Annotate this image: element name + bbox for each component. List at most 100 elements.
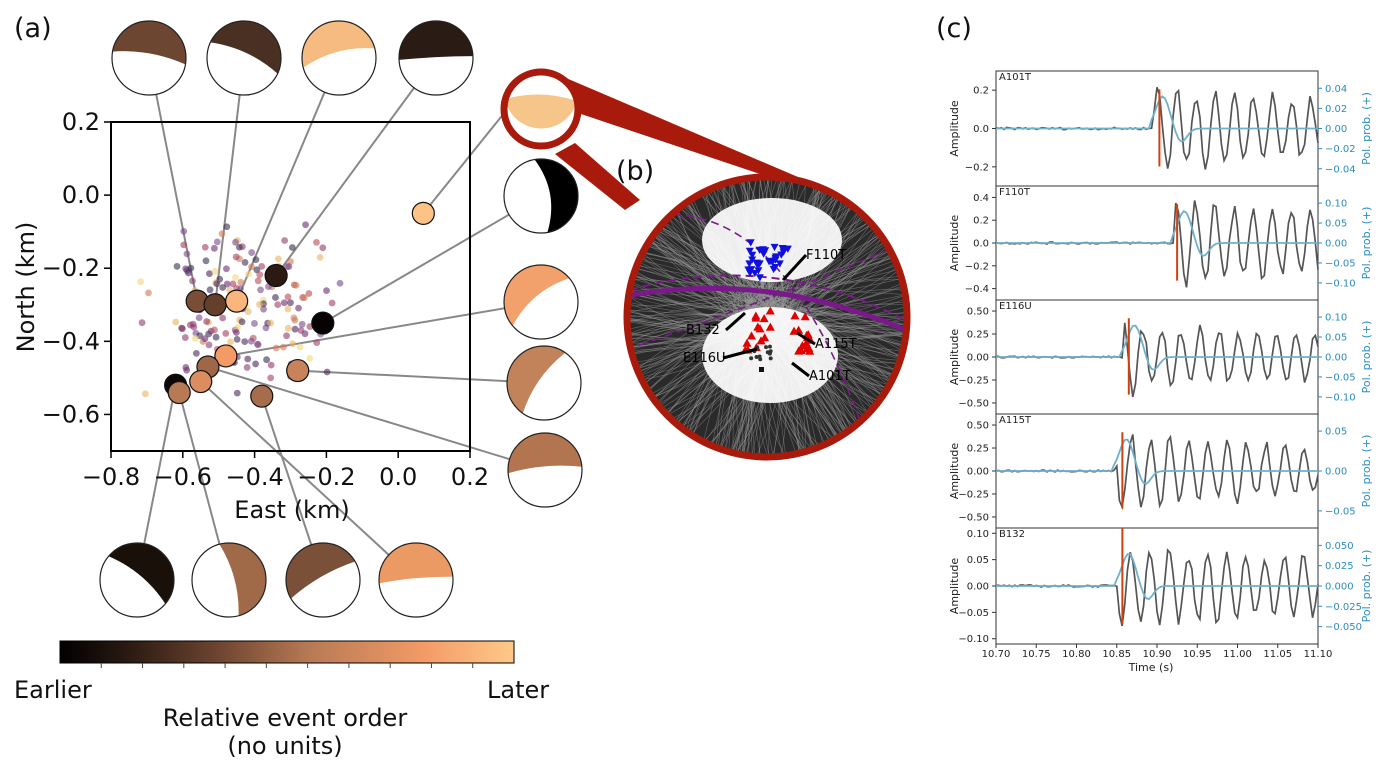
large-event-point xyxy=(203,293,227,317)
small-event-point xyxy=(213,280,221,288)
map-y-ticks: 0.2 0.0 −0.2 −0.4 −0.6 xyxy=(42,108,111,428)
amp-tick-label: −0.25 xyxy=(958,375,989,386)
small-event-point xyxy=(202,257,210,265)
time-ticks: 10.70 10.75 10.80 10.85 10.90 10.95 11.00 11.05… xyxy=(982,644,1332,660)
amp-tick-label: 0.25 xyxy=(967,444,989,455)
up-polarity-marker xyxy=(753,322,763,331)
small-event-point xyxy=(247,337,255,345)
small-event-point xyxy=(296,343,304,351)
nodal-plane-ensemble xyxy=(627,177,907,457)
prob-tick-label: 0.00 xyxy=(1325,467,1347,478)
stereonet-rim xyxy=(623,173,911,461)
map-y-tick-label: −0.4 xyxy=(42,327,100,355)
map-x-tick-label: −0.2 xyxy=(297,463,355,491)
station-pointer xyxy=(724,311,747,332)
colorbar-right-label: Later xyxy=(487,676,549,704)
small-event-point xyxy=(274,301,282,309)
small-event-point xyxy=(203,318,211,325)
unknown-polarity-marker xyxy=(768,356,773,361)
map-panel: −0.8 −0.6 −0.4 −0.2 0.0 0.2 0.20.0−0.2−0.4−0.… xyxy=(12,20,583,618)
prob-axis-label: Pol. prob. (+) xyxy=(1360,321,1373,394)
station-pointer xyxy=(722,347,758,360)
beachballs xyxy=(99,20,583,618)
small-event-point xyxy=(191,334,199,342)
time-tick-label: 11.00 xyxy=(1223,649,1252,660)
panel-label-c: (c) xyxy=(936,13,972,44)
down-polarity-marker xyxy=(770,243,779,252)
small-event-point xyxy=(279,343,287,351)
beachball xyxy=(398,20,474,96)
up-polarity-marker xyxy=(790,311,800,320)
up-polarity-marker xyxy=(760,333,770,342)
amp-axis-label: Amplitude xyxy=(948,100,961,157)
beachball xyxy=(111,20,187,96)
prob-tick-label: −0.05 xyxy=(1325,372,1356,383)
large-event-point xyxy=(264,263,288,288)
ensemble-plane xyxy=(648,242,858,425)
up-polarity-marker xyxy=(747,331,757,340)
small-event-point xyxy=(295,304,302,312)
small-event-point xyxy=(272,294,279,301)
map-y-tick-label: 0.2 xyxy=(62,108,100,136)
amp-tick-label: 0.4 xyxy=(973,193,989,204)
beachball xyxy=(99,542,175,618)
amp-tick-label: 0.00 xyxy=(967,467,989,478)
up-polarity-marker xyxy=(765,306,775,315)
station-label-e116u: E116U xyxy=(683,351,726,366)
amp-tick-label: −0.4 xyxy=(965,284,989,295)
map-x-tick-label: −0.6 xyxy=(154,463,212,491)
ensemble-plane xyxy=(627,305,907,331)
small-event-point xyxy=(288,244,296,251)
beachball xyxy=(503,264,579,340)
prob-tick-label: 0.05 xyxy=(1325,333,1347,344)
prob-tick-label: 0.00 xyxy=(1325,124,1347,135)
small-event-point xyxy=(180,241,188,249)
ensemble-plane xyxy=(646,245,892,382)
station-pointer xyxy=(796,331,816,346)
small-event-point xyxy=(252,256,260,264)
small-event-point xyxy=(218,230,226,238)
large-event-point xyxy=(189,369,213,394)
time-tick-label: 10.80 xyxy=(1062,649,1091,660)
small-event-point xyxy=(222,330,230,337)
trace-station-name: E116U xyxy=(999,301,1032,312)
small-event-point xyxy=(284,305,292,313)
amp-tick-label: 0.2 xyxy=(973,86,989,97)
leader-line xyxy=(422,111,506,215)
time-tick-label: 10.85 xyxy=(1102,649,1131,660)
small-event-point xyxy=(232,253,240,261)
trace-station-name: A115T xyxy=(999,415,1032,426)
small-event-point xyxy=(241,259,249,266)
beachball xyxy=(285,542,361,618)
small-event-point xyxy=(302,221,309,229)
polarity-probability-trace xyxy=(996,553,1318,600)
small-event-point xyxy=(138,319,146,327)
down-polarity-marker xyxy=(765,258,774,266)
small-event-point xyxy=(281,237,289,244)
down-polarity-marker xyxy=(746,239,755,247)
small-event-point xyxy=(287,299,294,307)
down-polarity-marker xyxy=(755,274,764,282)
small-event-point xyxy=(292,281,300,289)
trace-panel-b132: B132 0.10 0.05 0.00 −0.05 −0.10 0.050 0.025 0.00… xyxy=(948,527,1373,645)
small-event-point xyxy=(305,290,313,297)
map-y-label: North (km) xyxy=(12,222,40,353)
amp-tick-label: 0.05 xyxy=(967,555,989,566)
prob-tick-label: 0.050 xyxy=(1325,541,1354,552)
amp-tick-label: 0.0 xyxy=(973,124,989,135)
map-x-label: East (km) xyxy=(234,496,349,524)
station-label-a101t: A101T xyxy=(809,369,851,384)
down-polarity-marker xyxy=(747,266,756,274)
up-polarity-marker xyxy=(751,313,761,322)
small-event-point xyxy=(206,270,213,278)
small-event-point xyxy=(336,279,344,287)
small-event-point xyxy=(192,349,200,357)
nodal-plane-1 xyxy=(627,285,907,335)
beachball xyxy=(503,158,579,234)
up-polarity-marker xyxy=(794,325,804,334)
large-event-point xyxy=(167,380,191,405)
small-event-point xyxy=(232,238,239,246)
zoom-beachball-rim xyxy=(500,68,582,150)
panel-label-a: (a) xyxy=(14,13,52,44)
small-event-point xyxy=(227,338,234,346)
